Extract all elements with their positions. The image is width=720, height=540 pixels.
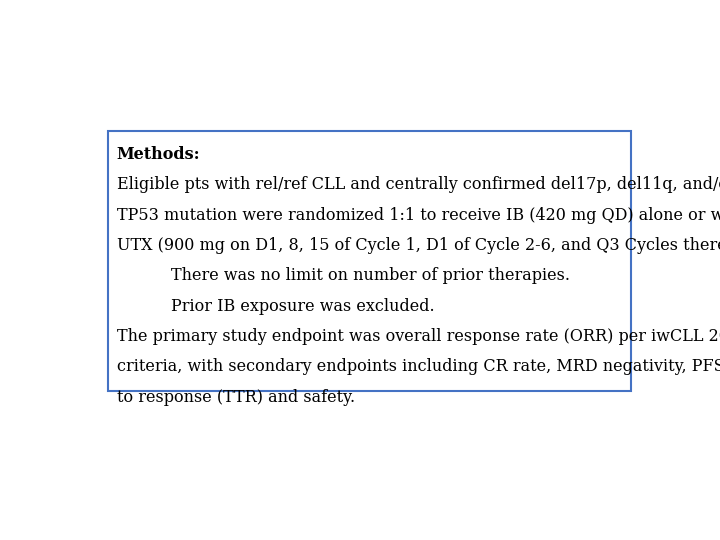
Text: criteria, with secondary endpoints including CR rate, MRD negativity, PFS, time: criteria, with secondary endpoints inclu… [117,359,720,375]
Text: Prior IB exposure was excluded.: Prior IB exposure was excluded. [171,298,435,315]
FancyBboxPatch shape [108,131,631,391]
Text: There was no limit on number of prior therapies.: There was no limit on number of prior th… [171,267,570,284]
Text: TP53 mutation were randomized 1:1 to receive IB (420 mg QD) alone or with: TP53 mutation were randomized 1:1 to rec… [117,207,720,224]
Text: Methods:: Methods: [117,146,200,163]
Text: UTX (900 mg on D1, 8, 15 of Cycle 1, D1 of Cycle 2-6, and Q3 Cycles thereafter).: UTX (900 mg on D1, 8, 15 of Cycle 1, D1 … [117,237,720,254]
Text: Eligible pts with rel/ref CLL and centrally confirmed del17p, del11q, and/or a: Eligible pts with rel/ref CLL and centra… [117,176,720,193]
Text: to response (TTR) and safety.: to response (TTR) and safety. [117,389,355,406]
Text: The primary study endpoint was overall response rate (ORR) per iwCLL 2008: The primary study endpoint was overall r… [117,328,720,345]
